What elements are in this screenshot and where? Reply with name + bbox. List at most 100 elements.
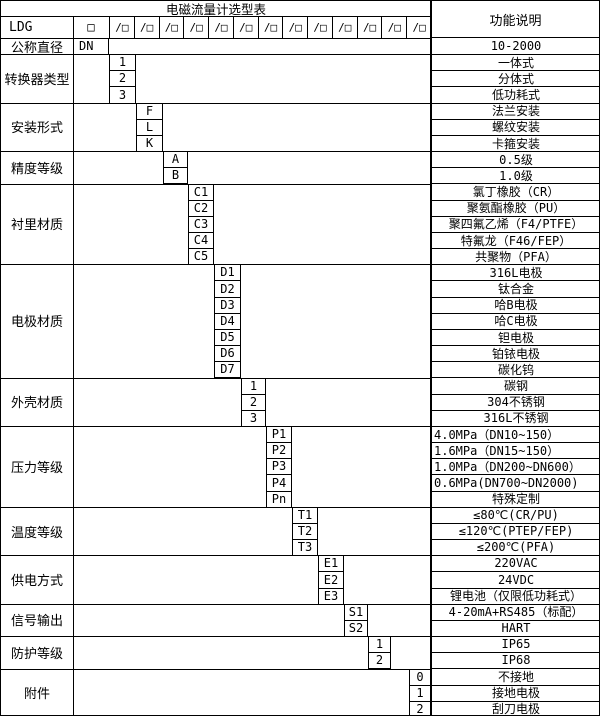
option-code: 2: [409, 700, 431, 715]
block-divider-line: [1, 555, 431, 557]
option-code: 1: [109, 54, 136, 72]
category-label: 压力等级: [10, 460, 63, 476]
option-description: 特氟龙（F46/FEP）: [431, 232, 599, 250]
label-column-line: [73, 16, 74, 715]
option-description: 4.0MPa（DN10~150）: [431, 426, 599, 444]
model-code-slot: /□: [208, 16, 233, 38]
option-description: 不接地: [431, 669, 599, 686]
block-divider-line: [1, 668, 431, 670]
option-code: D2: [214, 280, 241, 298]
option-description: 1.0MPa（DN200~DN600）: [431, 458, 599, 476]
model-code-slot: /□: [109, 16, 134, 38]
category-label: 温度等级: [10, 525, 63, 541]
option-code: D6: [214, 345, 241, 363]
option-code: S1: [344, 603, 368, 621]
option-description: 4-20mA+RS485（标配）: [431, 604, 599, 621]
block-divider-line: [1, 38, 431, 39]
model-code-slot: /□: [406, 16, 431, 38]
option-code: D7: [214, 361, 241, 379]
option-code: 3: [109, 86, 136, 104]
model-code-label: LDG: [9, 19, 33, 35]
block-divider-line: [1, 54, 431, 56]
model-code-slot: /□: [307, 16, 332, 38]
block-divider-line: [1, 264, 431, 266]
option-code: P1: [266, 426, 292, 444]
option-description: IP65: [431, 636, 599, 654]
function-column-header: 功能说明: [431, 1, 599, 38]
block-divider-line: [1, 102, 431, 104]
option-code: P4: [266, 474, 292, 492]
option-description: 1.0级: [431, 167, 599, 185]
option-code: D3: [214, 296, 241, 314]
option-code: E3: [318, 587, 344, 605]
model-code-slot: /□: [183, 16, 208, 38]
model-code-first-slot: □: [87, 20, 95, 34]
model-code-slot: /□: [232, 16, 258, 38]
option-description: 氯丁橡胶（CR）: [431, 184, 599, 201]
option-description: ≤120℃(PTEP/FEP): [431, 523, 599, 541]
category-label: 防护等级: [10, 646, 63, 662]
model-code-slot: /□: [133, 16, 159, 38]
block-divider-line: [1, 151, 431, 153]
main-column-divider: [430, 1, 432, 715]
model-code-slot: /□: [158, 16, 184, 38]
option-description: 一体式: [431, 54, 599, 72]
option-code: D5: [214, 329, 241, 347]
category-label: 附件: [23, 687, 50, 703]
block-divider-line: [1, 636, 431, 638]
option-description: IP68: [431, 652, 599, 670]
option-code: C4: [188, 232, 214, 250]
option-code: T3: [292, 539, 318, 557]
option-description: 0.5级: [431, 151, 599, 169]
option-code: E1: [318, 555, 344, 573]
option-description: 特殊定制: [431, 491, 599, 508]
block-divider-line: [1, 506, 431, 508]
option-code: 0: [409, 668, 431, 686]
option-code: DN: [73, 38, 109, 56]
option-description: 碳化钨: [431, 361, 599, 379]
option-description: ≤200℃(PFA): [431, 539, 599, 557]
option-code: C2: [188, 199, 214, 217]
option-description: ≤80℃(CR/PU): [431, 507, 599, 524]
option-description: 1.6MPa（DN15~150）: [431, 442, 599, 460]
model-code-slot: /□: [257, 16, 283, 38]
option-code: T2: [292, 523, 318, 541]
option-description: 低功耗式: [431, 87, 599, 104]
option-description: 304不锈钢: [431, 394, 599, 411]
option-description: 共聚物（PFA）: [431, 248, 599, 266]
block-divider-line: [1, 603, 431, 605]
option-code: P2: [266, 442, 292, 460]
option-code: D4: [214, 312, 241, 330]
block-divider-line: [1, 377, 431, 379]
model-code-slot: /□: [282, 16, 307, 38]
category-label: 衬里材质: [10, 218, 63, 234]
option-description: 聚氨酯橡胶（PU）: [431, 200, 599, 217]
option-code: S2: [344, 620, 368, 638]
option-code: 1: [241, 377, 266, 395]
category-label: 电极材质: [10, 315, 63, 331]
option-description: 316L不锈钢: [431, 410, 599, 427]
option-code: E2: [318, 571, 344, 589]
option-description: 316L电极: [431, 264, 599, 282]
option-description: 分体式: [431, 70, 599, 88]
option-description: 碳钢: [431, 378, 599, 395]
option-code: Pn: [266, 490, 292, 508]
option-code: 3: [241, 409, 266, 427]
option-description: 接地电极: [431, 685, 599, 702]
option-description: 24VDC: [431, 572, 599, 589]
table-title: 电磁流量计选型表: [165, 2, 266, 16]
option-code: C3: [188, 215, 214, 233]
option-code: 1: [368, 636, 391, 654]
option-code: D1: [214, 264, 241, 282]
option-code: K: [136, 135, 163, 153]
option-code: F: [136, 102, 163, 120]
option-code: L: [136, 118, 163, 136]
block-divider-line: [1, 183, 431, 185]
block-divider-line: [1, 426, 431, 427]
category-label: 转换器类型: [4, 72, 70, 88]
option-code: 2: [241, 393, 266, 411]
option-description: 钛合金: [431, 281, 599, 298]
category-label: 外壳材质: [10, 396, 63, 412]
category-label: 供电方式: [10, 574, 63, 590]
option-description: 10-2000: [431, 38, 599, 56]
